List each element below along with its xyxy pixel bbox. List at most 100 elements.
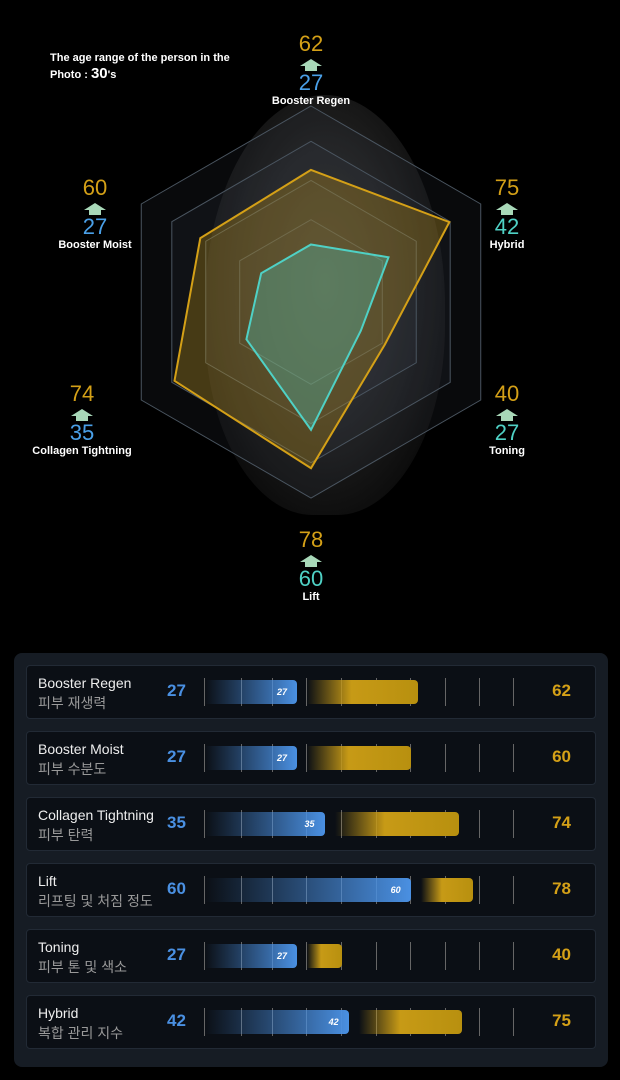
current-polygon — [245, 243, 390, 432]
metric-korean: 복합 관리 지수 — [38, 1025, 124, 1041]
current-bar: 60 — [205, 878, 411, 902]
metric-name: Booster Moist — [38, 741, 124, 757]
bar-track: 27 — [204, 942, 514, 970]
target-value: 60 — [82, 175, 108, 200]
arrow-up-icon — [84, 203, 106, 210]
target-value: 75 — [494, 175, 520, 200]
target-value: 62 — [298, 31, 324, 56]
metric-korean: 리프팅 및 처짐 정도 — [38, 893, 153, 909]
current-value: 27 — [82, 214, 108, 239]
tick — [204, 678, 205, 706]
metric-korean: 피부 탄력 — [38, 827, 94, 843]
current-bar: 27 — [205, 680, 297, 704]
target-bar — [307, 746, 411, 770]
tick — [513, 942, 514, 970]
tick — [479, 942, 480, 970]
tick — [513, 1008, 514, 1036]
metric-name: Toning — [489, 445, 525, 457]
target-value: 40 — [552, 945, 571, 964]
tick — [204, 876, 205, 904]
bar-track: 42 — [204, 1008, 514, 1036]
metric-name: Booster Moist — [58, 239, 132, 251]
tick — [376, 942, 377, 970]
arrow-up-icon — [496, 409, 518, 416]
current-value: 42 — [494, 214, 520, 239]
metric-name: Collagen Tightning — [32, 445, 132, 457]
target-value: 78 — [298, 527, 324, 552]
arrow-up-icon — [300, 59, 322, 66]
target-bar — [358, 1010, 463, 1034]
radar-chart — [140, 105, 482, 499]
radar-grid — [205, 179, 417, 425]
bar-track: 35 — [204, 810, 514, 838]
metric-row: Hybrid 복합 관리 지수 42 42 75 — [26, 995, 596, 1049]
metric-name: Lift — [302, 591, 320, 603]
radar-label: 62 27 Booster Regen — [241, 31, 381, 108]
target-polygon — [173, 168, 451, 470]
target-value: 74 — [552, 813, 571, 832]
radar-label: 40 27 Toning — [437, 381, 577, 458]
bar-track: 27 — [204, 678, 514, 706]
metric-name: Lift — [38, 873, 57, 889]
bar-track: 60 — [204, 876, 514, 904]
tick — [306, 678, 307, 706]
tick — [513, 678, 514, 706]
current-bar: 42 — [205, 1010, 349, 1034]
radar-label: 60 27 Booster Moist — [25, 175, 165, 252]
metric-name: Hybrid — [38, 1005, 79, 1021]
metric-row: Lift 리프팅 및 처짐 정도 60 60 78 — [26, 863, 596, 917]
current-value: 35 — [167, 813, 186, 832]
target-value: 60 — [552, 747, 571, 766]
current-value: 27 — [494, 420, 520, 445]
metric-name: Booster Regen — [271, 95, 351, 107]
radar-label: 75 42 Hybrid — [437, 175, 577, 252]
target-bar — [334, 812, 459, 836]
current-value: 60 — [298, 566, 324, 591]
current-value: 27 — [298, 70, 324, 95]
metric-row: Toning 피부 톤 및 색소 27 27 40 — [26, 929, 596, 983]
tick — [204, 810, 205, 838]
radar-label: 78 60 Lift — [241, 527, 381, 604]
metric-row: Collagen Tightning 피부 탄력 35 35 74 — [26, 797, 596, 851]
current-bar: 27 — [205, 944, 297, 968]
current-value: 27 — [167, 681, 186, 700]
bar-track: 27 — [204, 744, 514, 772]
current-bar: 27 — [205, 746, 297, 770]
target-value: 62 — [552, 681, 571, 700]
arrow-up-icon — [71, 409, 93, 416]
tick — [204, 744, 205, 772]
tick — [479, 810, 480, 838]
metric-korean: 피부 톤 및 색소 — [38, 959, 127, 975]
current-bar: 35 — [205, 812, 325, 836]
radar-label: 74 35 Collagen Tightning — [12, 381, 152, 458]
tick — [479, 876, 480, 904]
tick — [204, 942, 205, 970]
target-bar — [307, 944, 342, 968]
current-value: 60 — [167, 879, 186, 898]
tick — [479, 744, 480, 772]
metric-korean: 피부 재생력 — [38, 695, 107, 711]
target-value: 75 — [552, 1011, 571, 1030]
tick — [479, 1008, 480, 1036]
target-value: 74 — [69, 381, 95, 406]
radar-section: The age range of the person in the Photo… — [12, 31, 577, 604]
target-value: 78 — [552, 879, 571, 898]
radar-grid — [239, 219, 383, 385]
tick — [306, 942, 307, 970]
current-value: 27 — [167, 945, 186, 964]
age-range-text: The age range of the person in the Photo… — [50, 52, 230, 82]
metric-name: Booster Regen — [38, 675, 132, 691]
tick — [513, 876, 514, 904]
current-value: 35 — [69, 420, 95, 445]
current-value: 42 — [167, 1011, 186, 1030]
metric-name: Hybrid — [489, 239, 525, 251]
metric-name: Collagen Tightning — [38, 807, 154, 823]
metric-row: Booster Moist 피부 수분도 27 27 60 — [26, 731, 596, 785]
metric-name: Toning — [38, 939, 80, 955]
target-value: 40 — [494, 381, 520, 406]
tick — [410, 942, 411, 970]
metric-row: Booster Regen 피부 재생력 27 27 62 — [26, 665, 596, 719]
tick — [445, 678, 446, 706]
tick — [479, 678, 480, 706]
tick — [445, 744, 446, 772]
